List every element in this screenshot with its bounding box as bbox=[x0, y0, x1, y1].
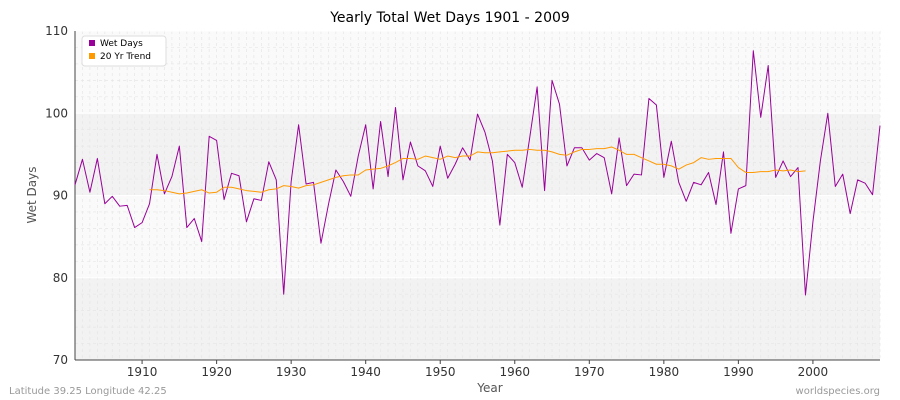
x-tick-label: 1910 bbox=[127, 365, 158, 379]
legend: Wet Days 20 Yr Trend bbox=[81, 35, 167, 67]
legend-swatch-wet-days bbox=[89, 40, 95, 46]
chart-title: Yearly Total Wet Days 1901 - 2009 bbox=[329, 10, 570, 26]
series-line-wet-days bbox=[74, 50, 881, 296]
legend-swatch-20-yr-trend bbox=[89, 53, 95, 59]
axes bbox=[74, 31, 880, 361]
gridlines bbox=[75, 30, 881, 361]
series-line-20-yr-trend bbox=[149, 146, 806, 195]
x-tick-label: 1970 bbox=[574, 365, 605, 379]
y-axis-label: Wet Days bbox=[25, 166, 39, 223]
x-tick-label: 1930 bbox=[276, 365, 307, 379]
x-tick-label: 1940 bbox=[350, 365, 381, 379]
legend-box bbox=[81, 35, 167, 67]
x-tick-label: 1980 bbox=[649, 365, 680, 379]
y-tick-label: 110 bbox=[45, 24, 68, 38]
footer-source: worldspecies.org bbox=[796, 386, 880, 397]
x-tick-label: 2000 bbox=[798, 365, 829, 379]
x-tick-label: 1990 bbox=[723, 365, 754, 379]
y-tick-label: 80 bbox=[53, 271, 68, 285]
y-tick-label: 90 bbox=[53, 189, 68, 203]
legend-label-20-yr-trend: 20 Yr Trend bbox=[100, 52, 151, 62]
x-tick-label: 1960 bbox=[499, 365, 530, 379]
footer-coordinates: Latitude 39.25 Longitude 42.25 bbox=[9, 386, 167, 397]
y-tick-label: 100 bbox=[45, 106, 68, 120]
x-tick-labels: 1910 1920 1930 1940 1950 1960 1970 1980 1990 2000 bbox=[127, 360, 828, 379]
x-tick-label: 1950 bbox=[425, 365, 456, 379]
x-tick-label: 1920 bbox=[201, 365, 232, 379]
y-tick-labels: 70 80 90 100 110 bbox=[45, 24, 68, 367]
series-lines bbox=[74, 50, 881, 296]
x-axis-label: Year bbox=[476, 381, 502, 395]
legend-label-wet-days: Wet Days bbox=[100, 39, 143, 49]
y-tick-label: 70 bbox=[53, 353, 68, 367]
